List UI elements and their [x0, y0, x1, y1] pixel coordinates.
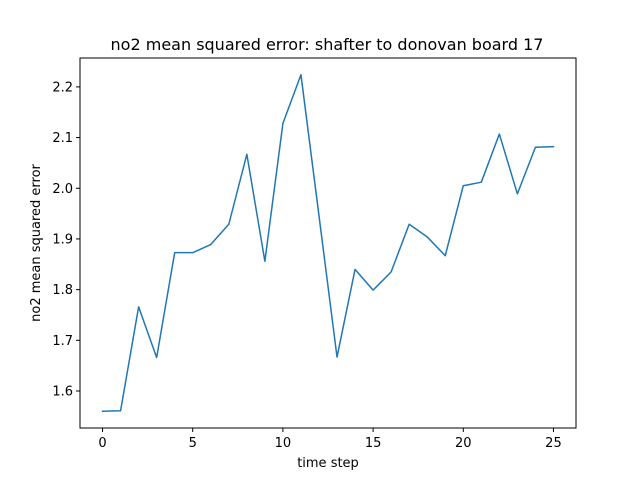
x-tick-label: 20 — [455, 436, 472, 451]
y-tick-label: 1.6 — [52, 385, 73, 400]
axes-frame — [79, 57, 577, 429]
x-tick-label: 15 — [365, 436, 382, 451]
chart-title: no2 mean squared error: shafter to donov… — [111, 35, 544, 54]
x-tick-label: 10 — [275, 436, 292, 451]
plot-area: 0 5 10 15 20 25 1.6 1.7 1.8 1.9 2.0 2.1 2.2 — [52, 73, 562, 451]
x-axis-label: time step — [297, 456, 359, 471]
x-tick-label: 0 — [98, 436, 106, 451]
series-line — [101, 73, 555, 413]
y-tick-label: 1.8 — [52, 283, 73, 298]
y-tick-label: 1.9 — [52, 232, 73, 247]
y-tick-label: 1.7 — [52, 334, 73, 349]
x-tick-label: 25 — [545, 436, 562, 451]
y-tick-label: 2.2 — [52, 80, 73, 95]
y-tick-label: 2.0 — [52, 182, 73, 197]
y-axis-label: no2 mean squared error — [29, 163, 44, 321]
y-tick-label: 2.1 — [52, 131, 73, 146]
x-tick-label: 5 — [189, 436, 197, 451]
